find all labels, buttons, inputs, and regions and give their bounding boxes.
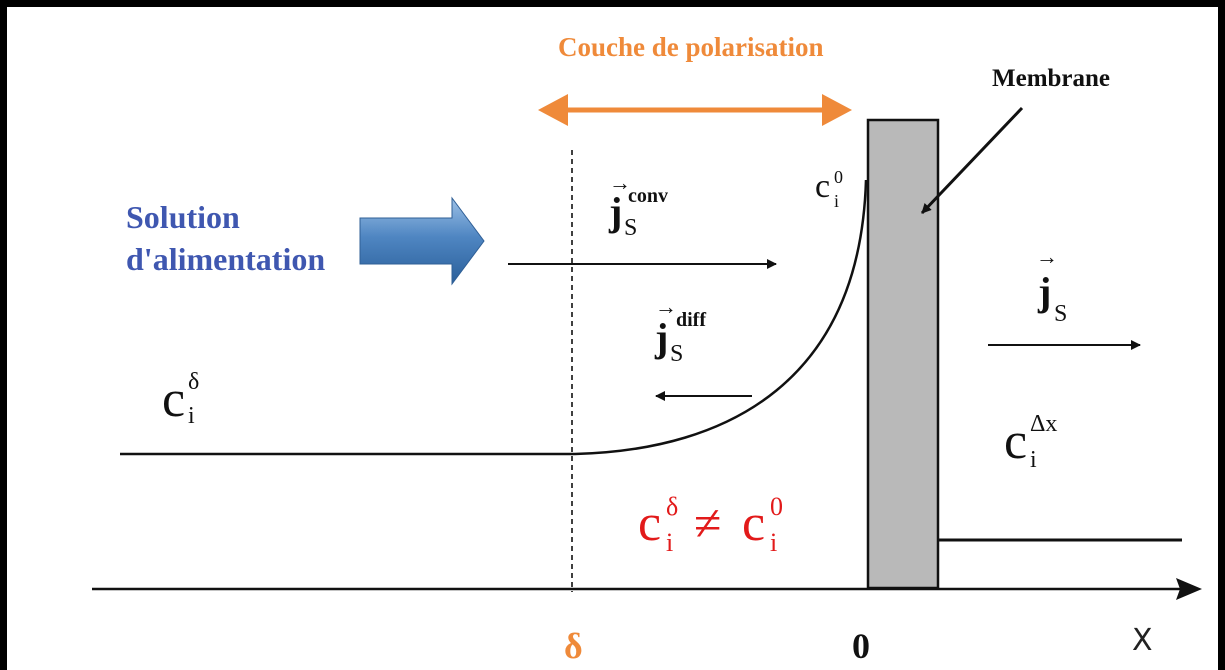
- diff-flux-sub: S: [670, 341, 684, 367]
- x-axis: [92, 578, 1202, 600]
- ineq-rhs-sup: 0: [770, 492, 783, 521]
- conv-flux-sub: S: [624, 215, 638, 241]
- bulk-conc-base: c: [162, 371, 186, 428]
- permeate-conc-sup: Δx: [1030, 411, 1058, 437]
- bulk-conc-sub: i: [188, 403, 195, 429]
- ineq-lhs-sup: δ: [666, 492, 679, 521]
- axis-label-zero: 0: [852, 626, 870, 666]
- membrane-label: Membrane: [992, 65, 1111, 92]
- membrane-pointer-arrow: [920, 106, 1024, 215]
- permeate-flux-base: j: [1038, 269, 1052, 314]
- bulk-conc-sup: δ: [188, 369, 200, 395]
- conv-vector-arrow-icon: →: [609, 170, 631, 195]
- permeate-vector-arrow-icon: →: [1036, 244, 1058, 269]
- conv-flux-sup: conv: [628, 185, 668, 207]
- feed-solution-line2: d'alimentation: [126, 241, 326, 277]
- ineq-lhs-sub: i: [666, 528, 674, 557]
- axis-label-delta: δ: [564, 626, 583, 666]
- ineq-lhs-base: c: [638, 495, 662, 552]
- permeate-flux-sub: S: [1054, 301, 1068, 327]
- ineq-rhs-base: c: [742, 495, 766, 552]
- diff-flux-base: j: [655, 315, 669, 360]
- feed-flow-arrow: [359, 196, 485, 286]
- wall-conc-base: c: [815, 168, 831, 205]
- feed-solution-label: Solution d'alimentation: [126, 196, 325, 280]
- wall-conc-sup: 0: [834, 167, 843, 187]
- conv-flux-base: j: [609, 189, 623, 234]
- diff-vector-arrow-icon: →: [655, 294, 677, 319]
- membrane-block: [866, 118, 940, 590]
- ineq-operator: ≠: [694, 495, 722, 551]
- concentration-profile-curve: [120, 179, 868, 456]
- ineq-rhs-sub: i: [770, 528, 778, 557]
- permeate-conc-base: c: [1004, 413, 1028, 470]
- axis-label-x: X: [1132, 623, 1153, 658]
- polarization-layer-title: Couche de polarisation: [558, 32, 824, 62]
- wall-conc-sub: i: [834, 191, 840, 211]
- diff-flux-sup: diff: [676, 309, 706, 331]
- permeate-conc-sub: i: [1030, 447, 1037, 473]
- polarization-layer-arrow: [538, 94, 852, 126]
- feed-solution-line1: Solution: [126, 199, 240, 235]
